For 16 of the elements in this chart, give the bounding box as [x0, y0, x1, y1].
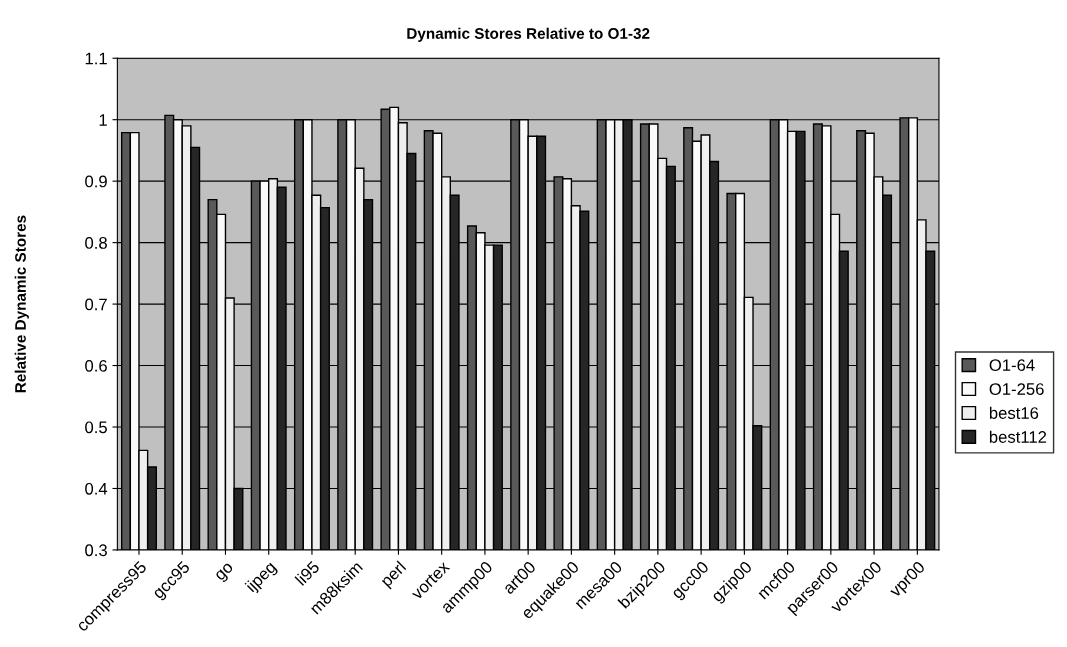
y-axis-title: Relative Dynamic Stores [14, 215, 29, 393]
y-tick-label: 0.4 [85, 482, 108, 495]
y-tick-label: 1 [99, 114, 107, 126]
legend-label: O1-64 [989, 359, 1035, 372]
y-tick-label: 0.3 [85, 544, 107, 557]
legend-label: best16 [989, 406, 1039, 419]
chart-title: Dynamic Stores Relative to O1-32 [407, 27, 650, 42]
legend-label: best112 [989, 430, 1047, 443]
y-tick-label: 0.5 [85, 421, 107, 434]
y-tick-label: 0.6 [85, 359, 107, 372]
y-tick-label: 1.1 [85, 52, 107, 65]
y-tick-label: 0.7 [85, 298, 107, 311]
y-tick-label: 0.9 [85, 175, 107, 188]
y-tick-label: 0.8 [85, 237, 107, 249]
x-tick-label: go [215, 562, 236, 584]
legend-label: O1-256 [989, 383, 1044, 395]
